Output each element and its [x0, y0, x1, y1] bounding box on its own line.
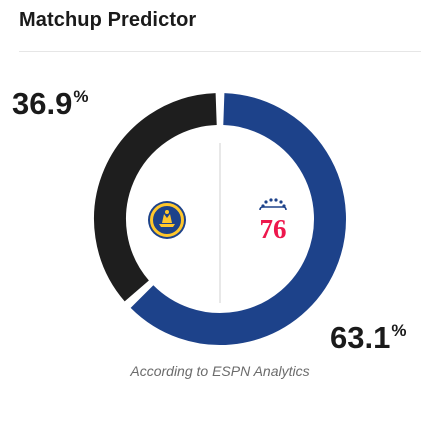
- right-team-percent-value: 63.1: [330, 320, 391, 355]
- warriors-logo: [147, 200, 187, 240]
- widget-title: Matchup Predictor: [19, 9, 197, 31]
- warriors-logo-icon: [148, 201, 186, 239]
- left-team-ring-segment: [94, 93, 218, 302]
- 76ers-logo-text: 76: [260, 214, 287, 240]
- 76ers-logo: 76: [252, 196, 294, 244]
- right-team-ring-segment: [130, 93, 346, 345]
- right-team-percentage: 63.1%: [330, 322, 406, 353]
- right-team-percent-symbol: %: [391, 321, 407, 340]
- header-divider: [19, 51, 421, 52]
- left-team-percent-symbol: %: [73, 87, 89, 106]
- left-team-percentage: 36.9%: [12, 88, 88, 119]
- analytics-caption: According to ESPN Analytics: [130, 363, 310, 379]
- 76ers-logo-icon: 76: [259, 198, 287, 244]
- left-team-percent-value: 36.9: [12, 86, 73, 121]
